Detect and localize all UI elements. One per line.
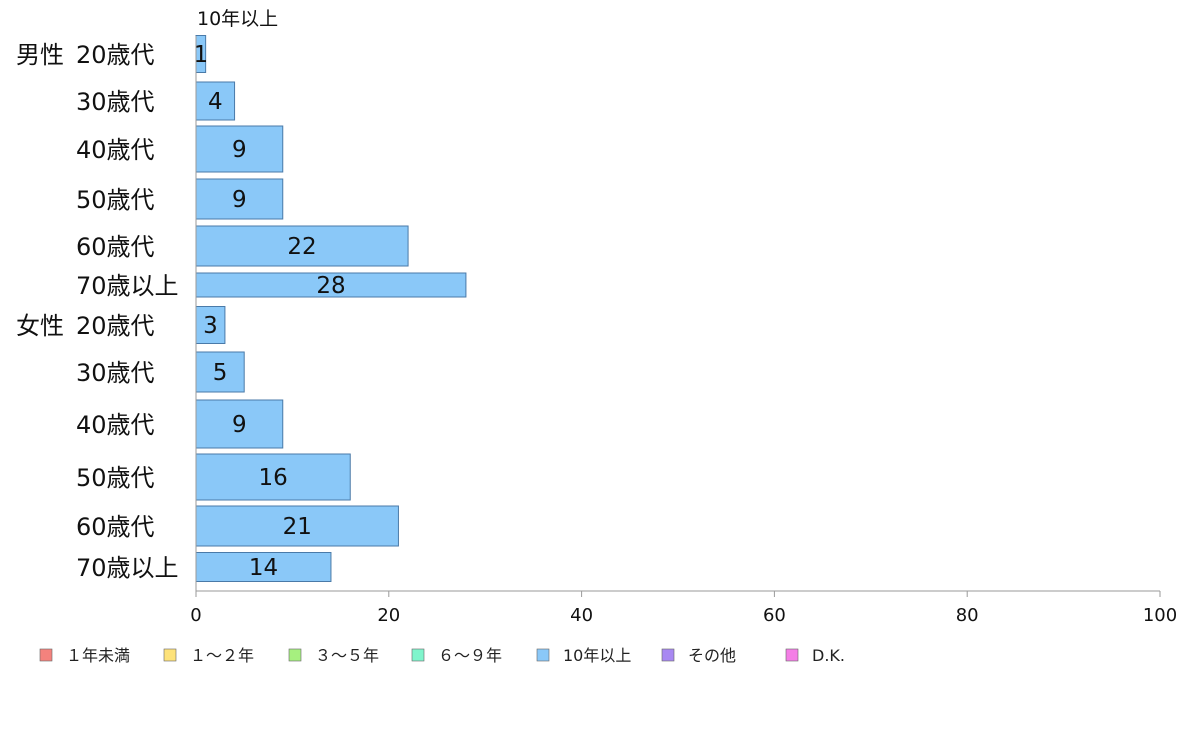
bar [195,351,245,393]
bar [195,272,467,298]
x-tick-label: 20 [377,605,400,626]
legend: １年未満 １～２年 ３～５年 ６～９年 10年以上 その他 D.K. [39,646,845,665]
bar [195,125,284,173]
data-label: 16 [258,465,287,491]
category-label: 20歳代 [76,312,155,340]
legend-swatch [536,648,550,662]
x-tick-label: 100 [1143,605,1177,626]
data-label: 3 [203,313,218,339]
bar [195,453,351,501]
data-label: 22 [287,234,316,260]
bar [195,178,284,220]
data-label: 9 [232,137,247,163]
data-label: 9 [232,412,247,438]
category-label: 50歳代 [76,186,155,214]
legend-label: D.K. [812,646,845,665]
data-label: 5 [213,360,228,386]
legend-swatch [785,648,799,662]
bar [195,306,226,344]
data-label: 14 [249,555,278,581]
legend-label: ３～５年 [315,646,379,665]
category-label: 50歳代 [76,464,155,492]
category-label: 60歳代 [76,233,155,261]
data-label: 28 [316,273,345,299]
legend-swatch [411,648,425,662]
legend-swatch [288,648,302,662]
bar [195,505,399,547]
legend-label: １年未満 [66,646,130,665]
category-label: 30歳代 [76,88,155,116]
legend-label: １～２年 [190,646,254,665]
bar [195,81,236,121]
x-tick-label: 40 [570,605,593,626]
group-label: 男性 [16,41,64,69]
x-axis: 0 20 40 60 80 100 [190,36,1177,626]
category-label: 20歳代 [76,41,155,69]
data-label: 21 [283,514,312,540]
category-label: 30歳代 [76,359,155,387]
category-label: 70歳以上 [76,554,179,582]
data-label: 9 [232,187,247,213]
bar [195,552,332,582]
legend-swatch [661,648,675,662]
category-label: 60歳代 [76,513,155,541]
category-label: 40歳代 [76,136,155,164]
legend-label: その他 [688,646,736,665]
series-header: 10年以上 [197,8,278,30]
bar [195,399,284,449]
legend-label: ６～９年 [438,646,502,665]
legend-swatch [163,648,177,662]
category-label: 70歳以上 [76,272,179,300]
x-tick-label: 0 [190,605,201,626]
legend-swatch [39,648,53,662]
legend-label: 10年以上 [563,646,631,665]
data-label: 1 [193,42,208,68]
x-tick-label: 60 [763,605,786,626]
data-label: 4 [208,89,223,115]
bar [195,225,409,267]
group-label: 女性 [16,312,64,340]
x-tick-label: 80 [956,605,979,626]
category-label: 40歳代 [76,411,155,439]
